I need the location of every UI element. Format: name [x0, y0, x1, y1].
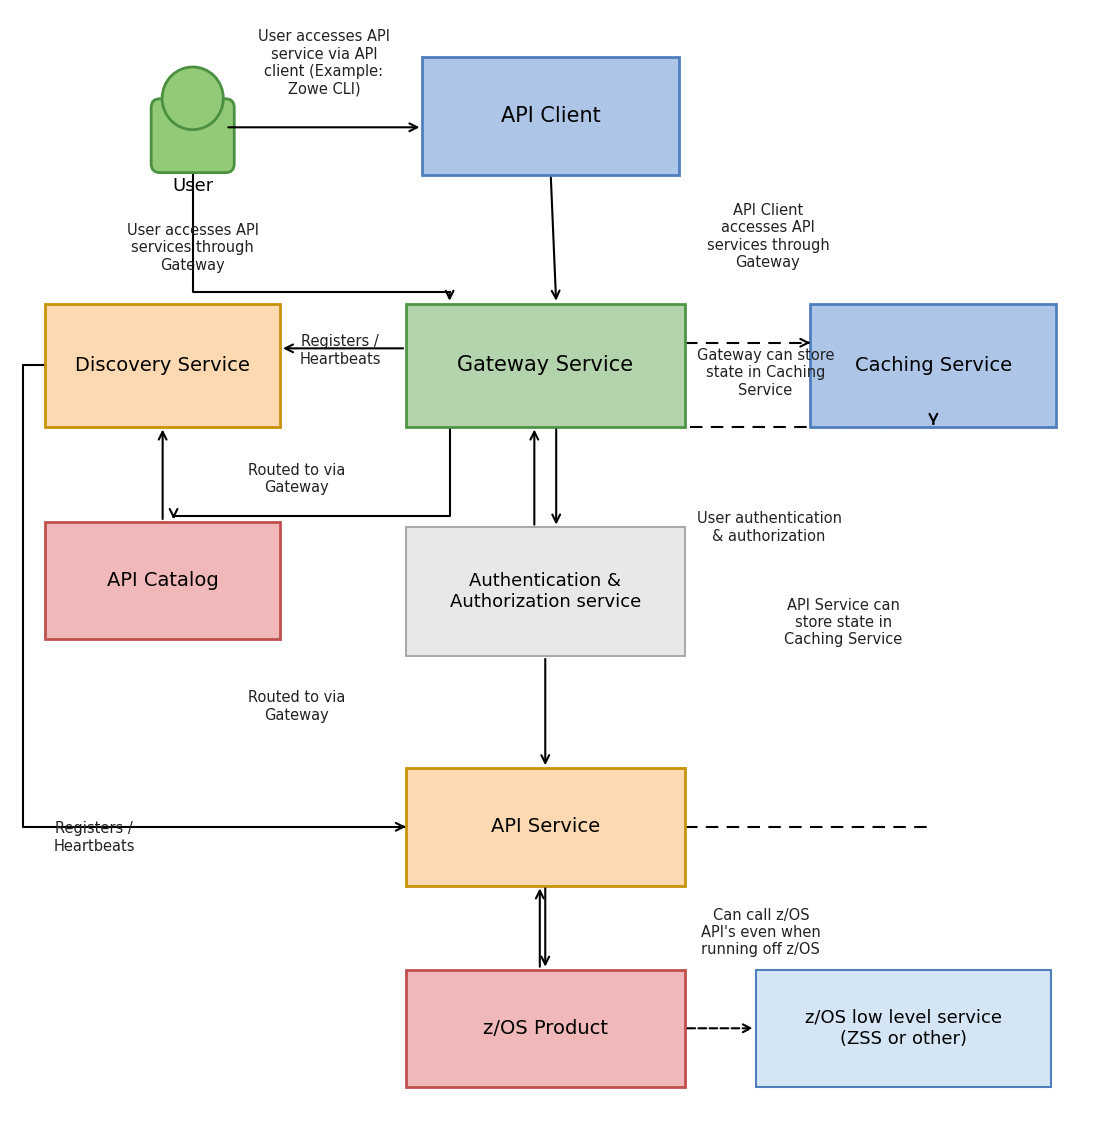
Text: API Client: API Client [501, 107, 601, 126]
Text: Authentication &
Authorization service: Authentication & Authorization service [449, 572, 641, 611]
FancyBboxPatch shape [406, 527, 685, 656]
Text: User authentication
& authorization: User authentication & authorization [697, 512, 842, 544]
Text: API Catalog: API Catalog [106, 571, 218, 590]
Text: API Client
accesses API
services through
Gateway: API Client accesses API services through… [707, 203, 830, 270]
Text: API Service: API Service [491, 817, 600, 836]
Text: z/OS low level service
(ZSS or other): z/OS low level service (ZSS or other) [804, 1009, 1002, 1048]
Text: API Service can
store state in
Caching Service: API Service can store state in Caching S… [784, 598, 902, 647]
Text: Gateway can store
state in Caching
Service: Gateway can store state in Caching Servi… [697, 348, 834, 398]
Text: User accesses API
service via API
client (Example:
Zowe CLI): User accesses API service via API client… [258, 29, 390, 96]
Text: Discovery Service: Discovery Service [76, 356, 250, 375]
Text: Registers /
Heartbeats: Registers / Heartbeats [54, 821, 135, 854]
Text: Registers /
Heartbeats: Registers / Heartbeats [299, 334, 381, 367]
FancyBboxPatch shape [406, 769, 685, 885]
Text: Routed to via
Gateway: Routed to via Gateway [248, 463, 345, 496]
Text: User accesses API
services through
Gateway: User accesses API services through Gatew… [127, 223, 259, 273]
Text: Can call z/OS
API's even when
running off z/OS: Can call z/OS API's even when running of… [701, 908, 821, 957]
FancyBboxPatch shape [406, 304, 685, 426]
Text: User: User [172, 177, 214, 195]
FancyBboxPatch shape [151, 99, 235, 173]
FancyBboxPatch shape [810, 304, 1057, 426]
Text: Gateway Service: Gateway Service [457, 356, 633, 375]
FancyBboxPatch shape [422, 57, 680, 175]
Text: Routed to via
Gateway: Routed to via Gateway [248, 690, 345, 723]
FancyBboxPatch shape [45, 522, 281, 640]
FancyBboxPatch shape [45, 304, 281, 426]
Text: z/OS Product: z/OS Product [482, 1019, 608, 1038]
Circle shape [162, 67, 224, 130]
Text: Caching Service: Caching Service [855, 356, 1012, 375]
FancyBboxPatch shape [756, 969, 1051, 1087]
FancyBboxPatch shape [406, 969, 685, 1087]
